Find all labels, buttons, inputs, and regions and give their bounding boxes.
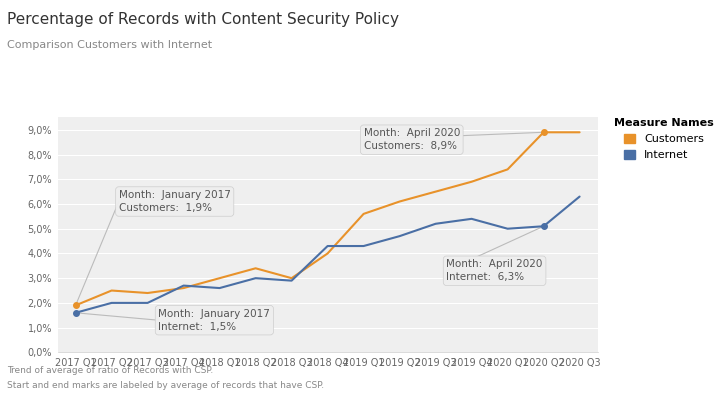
Text: Month:  April 2020
Customers:  8,9%: Month: April 2020 Customers: 8,9%: [364, 128, 460, 151]
Text: Start and end marks are labeled by average of records that have CSP.: Start and end marks are labeled by avera…: [7, 381, 324, 390]
Text: Comparison Customers with Internet: Comparison Customers with Internet: [7, 40, 212, 51]
Text: Percentage of Records with Content Security Policy: Percentage of Records with Content Secur…: [7, 12, 399, 27]
Text: Month:  January 2017
Customers:  1,9%: Month: January 2017 Customers: 1,9%: [119, 190, 230, 213]
Text: Month:  January 2017
Internet:  1,5%: Month: January 2017 Internet: 1,5%: [158, 309, 270, 332]
Legend: Customers, Internet: Customers, Internet: [614, 118, 714, 160]
Text: Trend of average of ratio of Records with CSP.: Trend of average of ratio of Records wit…: [7, 366, 213, 375]
Text: Month:  April 2020
Internet:  6,3%: Month: April 2020 Internet: 6,3%: [446, 259, 543, 282]
